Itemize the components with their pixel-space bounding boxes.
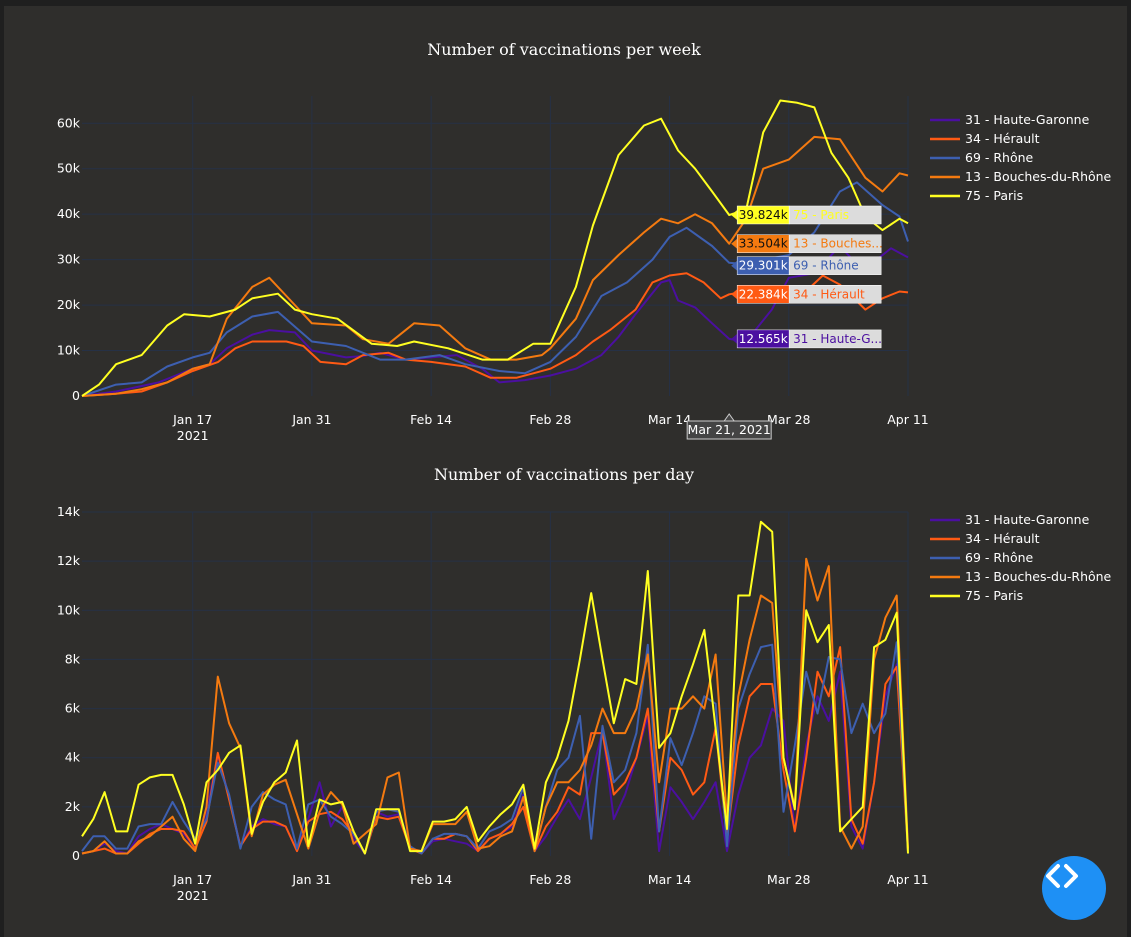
hover-date-pointer: [723, 413, 736, 422]
legend-label: 75 - Paris: [965, 188, 1023, 203]
x-tick-label: Feb 28: [529, 872, 571, 887]
hover-value: 29.301k: [739, 259, 788, 273]
legend-label: 31 - Haute-Garonne: [965, 512, 1090, 527]
chart-2: Number of vaccinations per day 0 2k 4k 6k 8k 1…: [57, 465, 1112, 903]
y-tick-label: 4k: [65, 750, 81, 765]
hover-series-name: 34 - Hérault: [793, 287, 865, 301]
hover-name-box: [788, 256, 882, 275]
code-icon: [1046, 864, 1078, 888]
y-tick-label: 0: [72, 848, 80, 863]
y-tick-label: 6k: [65, 701, 81, 716]
chart-title: Number of vaccinations per week: [427, 40, 701, 59]
legend-label: 69 - Rhône: [965, 150, 1034, 165]
y-tick-label: 12k: [57, 553, 81, 568]
y-tick-label: 0: [72, 388, 80, 403]
series-line: [81, 135, 909, 397]
chart-title: Number of vaccinations per day: [434, 465, 694, 484]
hover-series-name: 69 - Rhône: [793, 259, 859, 273]
x-tick-label: Mar 14: [648, 872, 692, 887]
hover-pointer: [731, 209, 738, 220]
x-tick-label: Apr 11: [887, 412, 929, 427]
series-line: [81, 99, 909, 397]
legend-label: 69 - Rhône: [965, 550, 1034, 565]
hover-series-name: 13 - Bouches...: [793, 237, 883, 251]
legend-label: 13 - Bouches-du-Rhône: [965, 169, 1112, 184]
series-line: [81, 557, 909, 855]
x-tick-label: Feb 14: [410, 872, 452, 887]
y-tick-label: 14k: [57, 504, 81, 519]
hover-pointer: [731, 289, 738, 300]
y-tick-label: 60k: [57, 115, 81, 130]
hover-date-box: [686, 420, 772, 440]
hover-value: 12.565k: [739, 332, 788, 346]
hover-name-box: [788, 285, 882, 304]
hover-name-box: [788, 205, 882, 225]
legend-label: 34 - Hérault: [965, 531, 1040, 546]
hover-pointer: [731, 260, 738, 271]
x-tick-label: Jan 17: [172, 412, 212, 427]
hover-name-box: [788, 234, 882, 253]
code-toggle-button[interactable]: [1042, 856, 1106, 920]
hover-date-label: Mar 21, 2021: [688, 422, 771, 437]
hover-series-name: 75 - Paris: [793, 208, 849, 222]
hover-value: 33.504k: [739, 237, 788, 251]
hover-pointer: [731, 333, 738, 344]
hover-pointer: [731, 238, 738, 249]
y-tick-label: 40k: [57, 206, 81, 221]
hover-value: 22.384k: [739, 287, 788, 301]
y-tick-label: 20k: [57, 297, 81, 312]
x-tick-label: Mar 28: [767, 872, 811, 887]
x-tick-label: Feb 14: [410, 412, 452, 427]
x-tick-label: Mar 28: [767, 412, 811, 427]
series-line: [81, 646, 909, 855]
x-tick-sublabel: 2021: [177, 428, 209, 443]
y-tick-label: 30k: [57, 252, 81, 267]
hover-name-box: [788, 329, 882, 349]
hover-value: 39.824k: [739, 208, 788, 222]
legend-label: 31 - Haute-Garonne: [965, 112, 1090, 127]
x-tick-label: Jan 31: [291, 412, 331, 427]
x-tick-label: Apr 11: [887, 872, 929, 887]
y-tick-label: 10k: [57, 602, 81, 617]
legend-label: 34 - Hérault: [965, 131, 1040, 146]
legend-label: 13 - Bouches-du-Rhône: [965, 569, 1112, 584]
x-tick-label: Feb 28: [529, 412, 571, 427]
y-tick-label: 50k: [57, 161, 81, 176]
series-line: [81, 520, 909, 855]
x-tick-label: Jan 17: [172, 872, 212, 887]
y-tick-label: 8k: [65, 651, 81, 666]
x-tick-label: Mar 14: [648, 412, 692, 427]
hover-series-name: 31 - Haute-G...: [793, 332, 882, 346]
x-tick-label: Jan 31: [291, 872, 331, 887]
legend-label: 75 - Paris: [965, 588, 1023, 603]
x-tick-sublabel: 2021: [177, 888, 209, 903]
chart-1: Number of vaccinations per week 0 10k 20k 30…: [57, 40, 1112, 443]
y-tick-label: 2k: [65, 799, 81, 814]
y-tick-label: 10k: [57, 343, 81, 358]
